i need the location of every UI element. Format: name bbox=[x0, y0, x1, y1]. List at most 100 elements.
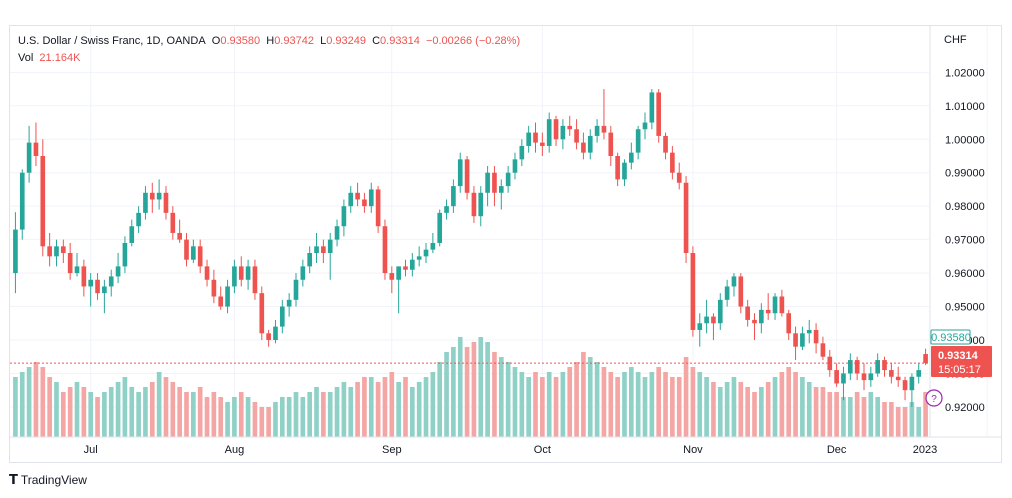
candle bbox=[738, 273, 744, 314]
volume-bar bbox=[170, 382, 176, 437]
candle-body bbox=[457, 159, 463, 187]
candle bbox=[451, 179, 456, 213]
volume-bar bbox=[526, 377, 531, 437]
volume-bar bbox=[724, 382, 730, 437]
volume-bar bbox=[806, 382, 812, 437]
candle-body bbox=[307, 253, 313, 267]
volume-bar bbox=[512, 367, 518, 437]
volume-bar bbox=[813, 387, 819, 437]
volume-bar bbox=[307, 392, 313, 437]
volume-bar bbox=[731, 377, 737, 437]
tradingview-brand: TradingView bbox=[20, 473, 87, 487]
volume-bar bbox=[321, 392, 326, 437]
volume-bar bbox=[498, 357, 504, 437]
volume-bar bbox=[375, 382, 381, 437]
volume-bar bbox=[47, 377, 52, 437]
candle bbox=[642, 112, 648, 140]
volume-bar bbox=[54, 382, 59, 437]
candle-body bbox=[594, 125, 600, 136]
candle-body bbox=[177, 232, 182, 240]
volume-bar bbox=[464, 347, 470, 437]
candle bbox=[314, 232, 319, 264]
volume-bar bbox=[225, 402, 230, 437]
candle-body bbox=[293, 279, 299, 300]
volume-bar bbox=[430, 372, 436, 437]
candle-body bbox=[895, 376, 901, 381]
candle bbox=[170, 206, 176, 240]
candle bbox=[375, 186, 381, 233]
candle bbox=[396, 266, 401, 314]
candle bbox=[608, 125, 614, 167]
volume-bar bbox=[895, 407, 901, 437]
volume-bar bbox=[40, 367, 46, 437]
volume-bar bbox=[238, 392, 244, 437]
volume-bar bbox=[622, 372, 627, 437]
candle-body bbox=[615, 155, 620, 180]
candle bbox=[204, 259, 210, 287]
candle bbox=[67, 242, 73, 280]
candle-body bbox=[574, 129, 579, 143]
volume-bar bbox=[868, 392, 874, 437]
candle-body bbox=[184, 239, 189, 260]
candle-body bbox=[341, 206, 347, 227]
volume-bar bbox=[102, 392, 107, 437]
volume-bar bbox=[444, 352, 449, 437]
volume-bar bbox=[177, 387, 182, 437]
volume-bar bbox=[594, 362, 600, 437]
candle bbox=[923, 348, 928, 366]
candle bbox=[724, 279, 730, 307]
open-value: 0.93580 bbox=[220, 35, 261, 47]
candle bbox=[54, 239, 59, 267]
candle bbox=[793, 326, 798, 361]
candle-body bbox=[88, 279, 94, 287]
volume-bar bbox=[690, 367, 696, 437]
volume-bar bbox=[546, 372, 552, 437]
candle bbox=[60, 239, 66, 264]
volume-bar bbox=[676, 377, 682, 437]
candle-body bbox=[232, 266, 237, 287]
tradingview-watermark[interactable]: 𝗧 TradingView bbox=[9, 472, 87, 488]
candle bbox=[492, 166, 497, 207]
candle-body bbox=[163, 192, 169, 213]
candle bbox=[540, 132, 545, 156]
candle bbox=[279, 299, 285, 334]
volume-bar bbox=[122, 377, 128, 437]
alert-circle-icon[interactable]: ? bbox=[925, 389, 943, 407]
candle-body bbox=[492, 172, 497, 193]
candle-body bbox=[197, 246, 203, 267]
candle bbox=[471, 186, 477, 223]
volume-bar bbox=[697, 372, 703, 437]
volume-bar bbox=[355, 382, 360, 437]
candle-body bbox=[396, 266, 401, 280]
volume-bar bbox=[847, 397, 853, 437]
candle-body bbox=[266, 333, 271, 340]
candle-body bbox=[656, 92, 662, 136]
high-value: 0.93742 bbox=[274, 35, 314, 47]
candle bbox=[519, 139, 525, 167]
candle bbox=[717, 293, 723, 330]
volume-bar bbox=[738, 382, 744, 437]
candle bbox=[875, 353, 881, 377]
candle bbox=[19, 169, 25, 240]
candle-body bbox=[628, 152, 634, 163]
volume-bar bbox=[232, 397, 237, 437]
price-tick-label: 1.00000 bbox=[945, 134, 985, 146]
candle bbox=[546, 112, 552, 153]
candle bbox=[533, 122, 538, 153]
volume-bar bbox=[191, 392, 196, 437]
volume-bar bbox=[567, 367, 573, 437]
candle bbox=[786, 309, 792, 340]
candle bbox=[581, 132, 586, 160]
volume-bar bbox=[663, 372, 668, 437]
candle-body bbox=[731, 276, 737, 287]
volume-bar bbox=[902, 407, 908, 437]
candle-body bbox=[526, 132, 531, 146]
candle-body bbox=[889, 370, 894, 377]
candle bbox=[752, 313, 757, 340]
candle bbox=[765, 293, 771, 320]
candle bbox=[574, 119, 579, 150]
volume-value: 21.164K bbox=[39, 52, 81, 64]
candle-body bbox=[834, 370, 839, 384]
candle-body bbox=[868, 373, 874, 381]
